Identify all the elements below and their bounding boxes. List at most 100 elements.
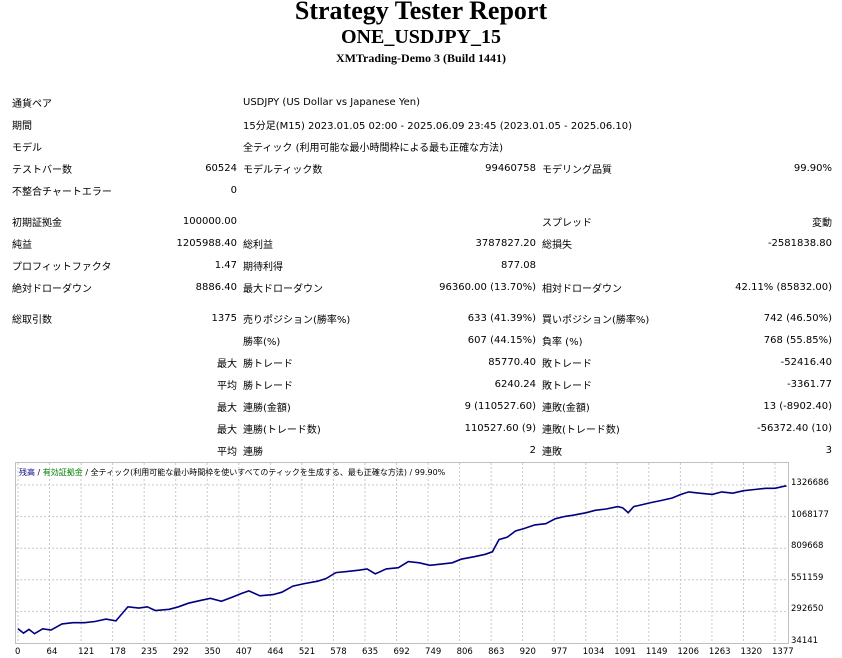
avg-consec-loss-value: 3 (825, 444, 832, 456)
rel-dd-value: 42.11% (85832.00) (735, 281, 832, 293)
x-tick-label: 635 (361, 647, 379, 657)
short-label: 売りポジション(勝率%) (243, 314, 351, 326)
x-tick-label: 977 (551, 647, 568, 657)
row-mismatch: 不整合チャートエラー 0 (12, 179, 832, 201)
ticks-label: モデルティック数 (243, 164, 323, 176)
row-period: 期間 15分足(M15) 2023.01.05 02:00 - 2025.06.… (12, 113, 832, 135)
x-tick-label: 0 (15, 647, 21, 657)
mismatch-label: 不整合チャートエラー (12, 186, 112, 198)
row-drawdown: 絶対ドローダウン 8886.40 最大ドローダウン 96360.00 (13.7… (12, 276, 832, 298)
largest-win-label: 勝トレード (243, 358, 293, 370)
x-tick-label: 749 (425, 647, 442, 657)
total-trades-value: 1375 (211, 312, 237, 324)
avg-consec-prefix: 平均 (217, 446, 237, 458)
consec-win-money-label: 連勝(金額) (243, 402, 291, 414)
gross-loss-value: -2581838.80 (767, 237, 832, 249)
spread-label: スプレッド (542, 217, 592, 229)
bars-label: テストバー数 (12, 164, 72, 176)
row-net-profit: 純益 1205988.40 総利益 3787827.20 総損失 -258183… (12, 232, 832, 254)
y-tick-label: 551159 (791, 572, 824, 583)
x-tick-label: 235 (141, 647, 158, 657)
row-win-pct: 勝率(%) 607 (44.15%) 負率 (%) 768 (55.85%) (12, 329, 832, 351)
abs-dd-label: 絶対ドローダウン (12, 283, 92, 295)
legend-sep-1: / (35, 468, 43, 477)
consec-count-prefix: 最大 (217, 424, 237, 436)
x-tick-label: 521 (298, 647, 316, 657)
largest-loss-label: 敗トレード (542, 358, 592, 370)
consec-loss-money-label: 連敗(金額) (542, 402, 590, 414)
x-tick-label: 863 (488, 647, 505, 657)
long-value: 742 (46.50%) (763, 312, 832, 324)
consec-loss-count-value: -56372.40 (10) (756, 422, 832, 434)
period-label: 期間 (12, 120, 32, 132)
expected-payoff-value: 877.08 (501, 259, 536, 271)
row-bars: テストバー数 60524 モデルティック数 99460758 モデリング品質 9… (12, 157, 832, 179)
x-tick-label: 1149 (645, 647, 668, 657)
x-tick-label: 292 (172, 647, 189, 657)
rel-dd-label: 相対ドローダウン (542, 283, 622, 295)
balance-chart: 残高 / 有効証拠金 / 全ティック(利用可能な最小時間枠を使いすべてのティック… (15, 462, 789, 644)
y-tick-label: 292650 (791, 604, 824, 615)
x-tick-label: 1263 (708, 647, 731, 657)
largest-loss-value: -52416.40 (780, 356, 832, 368)
y-tick-label: 1068177 (791, 509, 829, 520)
avg-consec-win-label: 連勝 (243, 446, 263, 458)
x-tick-label: 64 (46, 647, 58, 657)
loss-pct-value: 768 (55.85%) (763, 334, 832, 346)
row-avg-consec: 平均 連勝 2 連敗 3 (12, 439, 832, 461)
row-total-trades: 総取引数 1375 売りポジション(勝率%) 633 (41.39%) 買いポジ… (12, 307, 832, 329)
x-tick-label: 1034 (582, 647, 605, 657)
win-pct-value: 607 (44.15%) (467, 334, 536, 346)
report-title: Strategy Tester Report (294, 0, 548, 25)
report-table: 通貨ペア USDJPY (US Dollar vs Japanese Yen) … (12, 91, 832, 461)
net-profit-label: 純益 (12, 239, 32, 251)
row-largest: 最大 勝トレード 85770.40 敗トレード -52416.40 (12, 351, 832, 373)
max-dd-label: 最大ドローダウン (243, 283, 323, 295)
balance-line (17, 485, 787, 635)
row-consec-money: 最大 連勝(金額) 9 (110527.60) 連敗(金額) 13 (-8902… (12, 395, 832, 417)
largest-prefix: 最大 (217, 358, 237, 370)
legend-quality: 99.90% (415, 468, 446, 477)
consec-loss-money-value: 13 (-8902.40) (763, 400, 832, 412)
model-label: モデル (12, 142, 42, 154)
expected-payoff-label: 期待利得 (243, 261, 283, 273)
x-tick-label: 920 (519, 647, 536, 657)
deposit-value: 100000.00 (182, 215, 237, 227)
consec-money-prefix: 最大 (217, 402, 237, 414)
x-tick-label: 178 (109, 647, 126, 657)
period-value: 15分足(M15) 2023.01.05 02:00 - 2025.06.09 … (243, 120, 632, 132)
win-pct-label: 勝率(%) (243, 336, 281, 348)
report-symbol: ONE_USDJPY_15 (340, 26, 501, 48)
row-deposit: 初期証拠金 100000.00 スプレッド 変動 (12, 210, 832, 232)
quality-label: モデリング品質 (542, 164, 612, 176)
loss-pct-label: 負率 (%) (542, 336, 583, 348)
pair-label: 通貨ペア (12, 98, 52, 110)
model-value: 全ティック (利用可能な最小時間枠による最も正確な方法) (243, 142, 504, 154)
x-tick-label: 407 (235, 647, 253, 657)
y-tick-label: 34141 (791, 636, 819, 646)
gross-profit-label: 総利益 (243, 239, 273, 251)
max-dd-value: 96360.00 (13.70%) (439, 281, 536, 293)
row-average: 平均 勝トレード 6240.24 敗トレード -3361.77 (12, 373, 832, 395)
row-model: モデル 全ティック (利用可能な最小時間枠による最も正確な方法) (12, 135, 832, 157)
x-tick-label: 1206 (677, 647, 700, 657)
deposit-label: 初期証拠金 (12, 217, 62, 229)
legend-balance: 残高 (19, 467, 35, 477)
pair-value: USDJPY (US Dollar vs Japanese Yen) (243, 96, 421, 108)
gross-profit-value: 3787827.20 (475, 237, 536, 249)
avg-consec-win-value: 2 (529, 444, 536, 456)
largest-win-value: 85770.40 (488, 356, 536, 368)
x-tick-label: 1091 (614, 647, 636, 657)
profit-factor-label: プロフィットファクタ (12, 261, 112, 273)
row-profit-factor: プロフィットファクタ 1.47 期待利得 877.08 (12, 254, 832, 276)
x-tick-label: 692 (393, 647, 410, 657)
y-tick-label: 1326686 (791, 478, 829, 488)
legend-model: 全ティック(利用可能な最小時間枠を使いすべてのティックを生成する、最も正確な方法… (91, 467, 407, 477)
report-server: XMTrading-Demo 3 (Build 1441) (335, 51, 507, 65)
spread-value: 変動 (812, 217, 832, 229)
gross-loss-label: 総損失 (542, 239, 572, 251)
x-tick-label: 1377 (772, 647, 794, 657)
row-consec-count: 最大 連勝(トレード数) 110527.60 (9) 連敗(トレード数) -56… (12, 417, 832, 439)
y-tick-label: 809668 (791, 541, 824, 552)
x-tick-label: 1320 (740, 647, 763, 657)
